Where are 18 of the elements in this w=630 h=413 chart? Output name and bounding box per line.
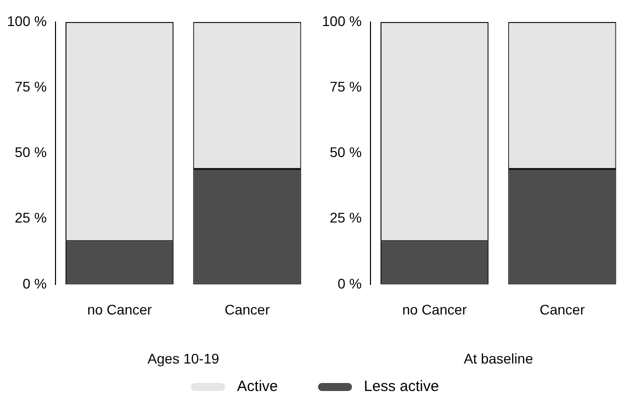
y-tick-label: 25 % xyxy=(14,210,47,226)
y-tick-label: 75 % xyxy=(14,78,47,94)
y-tick-label: 50 % xyxy=(14,144,47,160)
y-tick-label: 50 % xyxy=(330,144,362,160)
x-axis-title: At baseline xyxy=(464,350,534,366)
y-tick-label: 0 % xyxy=(22,275,47,292)
x-tick-label: no Cancer xyxy=(87,302,152,318)
y-tick-label: 25 % xyxy=(330,210,362,226)
y-tick-label: 0 % xyxy=(338,275,362,292)
legend-label: Less active xyxy=(364,378,439,395)
y-tick-label: 75 % xyxy=(330,78,362,94)
legend-label: Active xyxy=(237,378,278,395)
y-tick-label: 100 % xyxy=(6,12,47,29)
x-tick-label: Cancer xyxy=(224,302,270,318)
x-tick-label: no Cancer xyxy=(402,302,468,318)
x-axis-title: Ages 10-19 xyxy=(148,350,220,366)
y-tick-label: 100 % xyxy=(322,12,362,29)
x-tick-label: Cancer xyxy=(540,302,586,318)
